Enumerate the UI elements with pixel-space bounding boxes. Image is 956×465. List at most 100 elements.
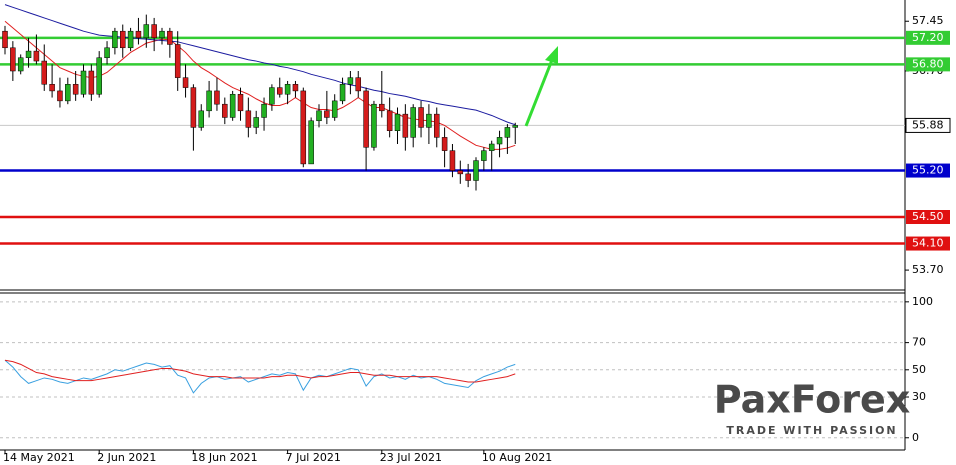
level-label-box [906, 30, 950, 45]
candle-body [363, 90, 369, 148]
plot: 57.4556.7053.7057.2056.8055.2054.5054.10… [0, 4, 951, 464]
candle-body [496, 137, 503, 145]
candle-body [104, 47, 110, 58]
candle-body [214, 90, 220, 105]
candle-body [402, 113, 409, 138]
candle-body [237, 93, 244, 112]
candle-body [167, 30, 173, 45]
candle-body [418, 107, 424, 128]
candle-body [394, 113, 401, 131]
candle-body [206, 90, 212, 112]
candle-body [284, 84, 291, 95]
x-tick-label: 18 Jun 2021 [191, 451, 257, 464]
logo: PaxForex TRADE WITH PASSION [714, 378, 911, 438]
candle-body [151, 24, 157, 39]
candle-body [277, 87, 283, 95]
candle-body [2, 30, 8, 49]
candle-body [88, 70, 95, 95]
x-tick-label: 7 Jul 2021 [286, 451, 341, 464]
candle-body [308, 120, 314, 165]
candle-body [41, 60, 47, 85]
candle-body [292, 84, 299, 92]
candle-body [488, 143, 495, 151]
candle-body [386, 110, 393, 131]
x-tick-label: 14 May 2021 [3, 451, 75, 464]
candle-body [347, 77, 354, 85]
price-panel [0, 4, 905, 245]
candle-body [245, 110, 252, 128]
y-tick-label: 0 [912, 431, 919, 444]
candle-body [300, 90, 307, 165]
level-label: 55.20 [912, 164, 944, 177]
candle-body [269, 87, 275, 105]
candle-body [426, 113, 432, 128]
y-tick-label: 30 [912, 390, 926, 403]
candle-body [457, 170, 464, 175]
moving-average [4, 4, 516, 126]
level-label-box [906, 163, 950, 178]
candle-body [441, 137, 448, 151]
candle-body [371, 103, 377, 148]
x-tick-label: 10 Aug 2021 [482, 451, 552, 464]
y-tick-label: 70 [912, 336, 926, 349]
candle-body [229, 93, 236, 118]
y-tick-label: 53.70 [912, 263, 944, 276]
x-tick-label: 23 Jul 2021 [380, 451, 442, 464]
arrow [524, 46, 558, 127]
candle-body [198, 110, 204, 128]
candle-body [449, 150, 456, 171]
candle-body [127, 30, 134, 49]
candle-body [135, 30, 142, 39]
y-tick-label: 100 [912, 295, 933, 308]
candle-body [49, 84, 55, 92]
y-tick-label: 50 [912, 363, 926, 376]
x-tick-label: 2 Jun 2021 [97, 451, 156, 464]
candle-body [465, 173, 471, 181]
candle-body [190, 87, 197, 128]
candle-body [331, 100, 338, 118]
current-price-label: 55.88 [912, 118, 944, 131]
candle-body [182, 77, 189, 88]
candle-body [174, 44, 181, 78]
candle-body [80, 70, 87, 95]
y-tick-label: 57.45 [912, 14, 944, 27]
level-label-box [906, 210, 950, 225]
level-label-box [906, 236, 950, 251]
candle-body [10, 47, 16, 72]
oscillator-panel [0, 301, 905, 439]
candle-body [159, 30, 165, 39]
candle-body [143, 24, 150, 39]
candle-body [57, 90, 63, 102]
candle-body [253, 117, 259, 128]
level-label: 54.10 [912, 237, 944, 250]
candle-body [120, 30, 126, 49]
current-price-box [905, 117, 951, 133]
candle-body [504, 127, 511, 138]
candle-body [222, 103, 228, 118]
candle-body [261, 103, 267, 118]
candle-body [25, 50, 32, 58]
logo-tagline: TRADE WITH PASSION [726, 424, 897, 437]
candle-body [96, 57, 102, 95]
candle-body [355, 77, 361, 92]
candle-body [481, 150, 487, 161]
candle-body [434, 113, 440, 138]
candle-body [379, 103, 385, 112]
level-label: 57.20 [912, 31, 944, 44]
candle-body [72, 84, 79, 95]
candle-body [65, 84, 71, 102]
candle-body [316, 110, 322, 122]
candle-body [339, 84, 346, 102]
candle-body [512, 125, 518, 128]
level-label: 54.50 [912, 210, 944, 223]
level-label-box [906, 57, 950, 72]
candle-body [473, 160, 479, 181]
candle-body [112, 30, 118, 49]
candle-body [33, 50, 40, 62]
candle-body [17, 57, 24, 72]
oscillator-line [4, 359, 516, 383]
candle-body [324, 110, 330, 118]
logo-name: PaxForex [714, 378, 911, 422]
